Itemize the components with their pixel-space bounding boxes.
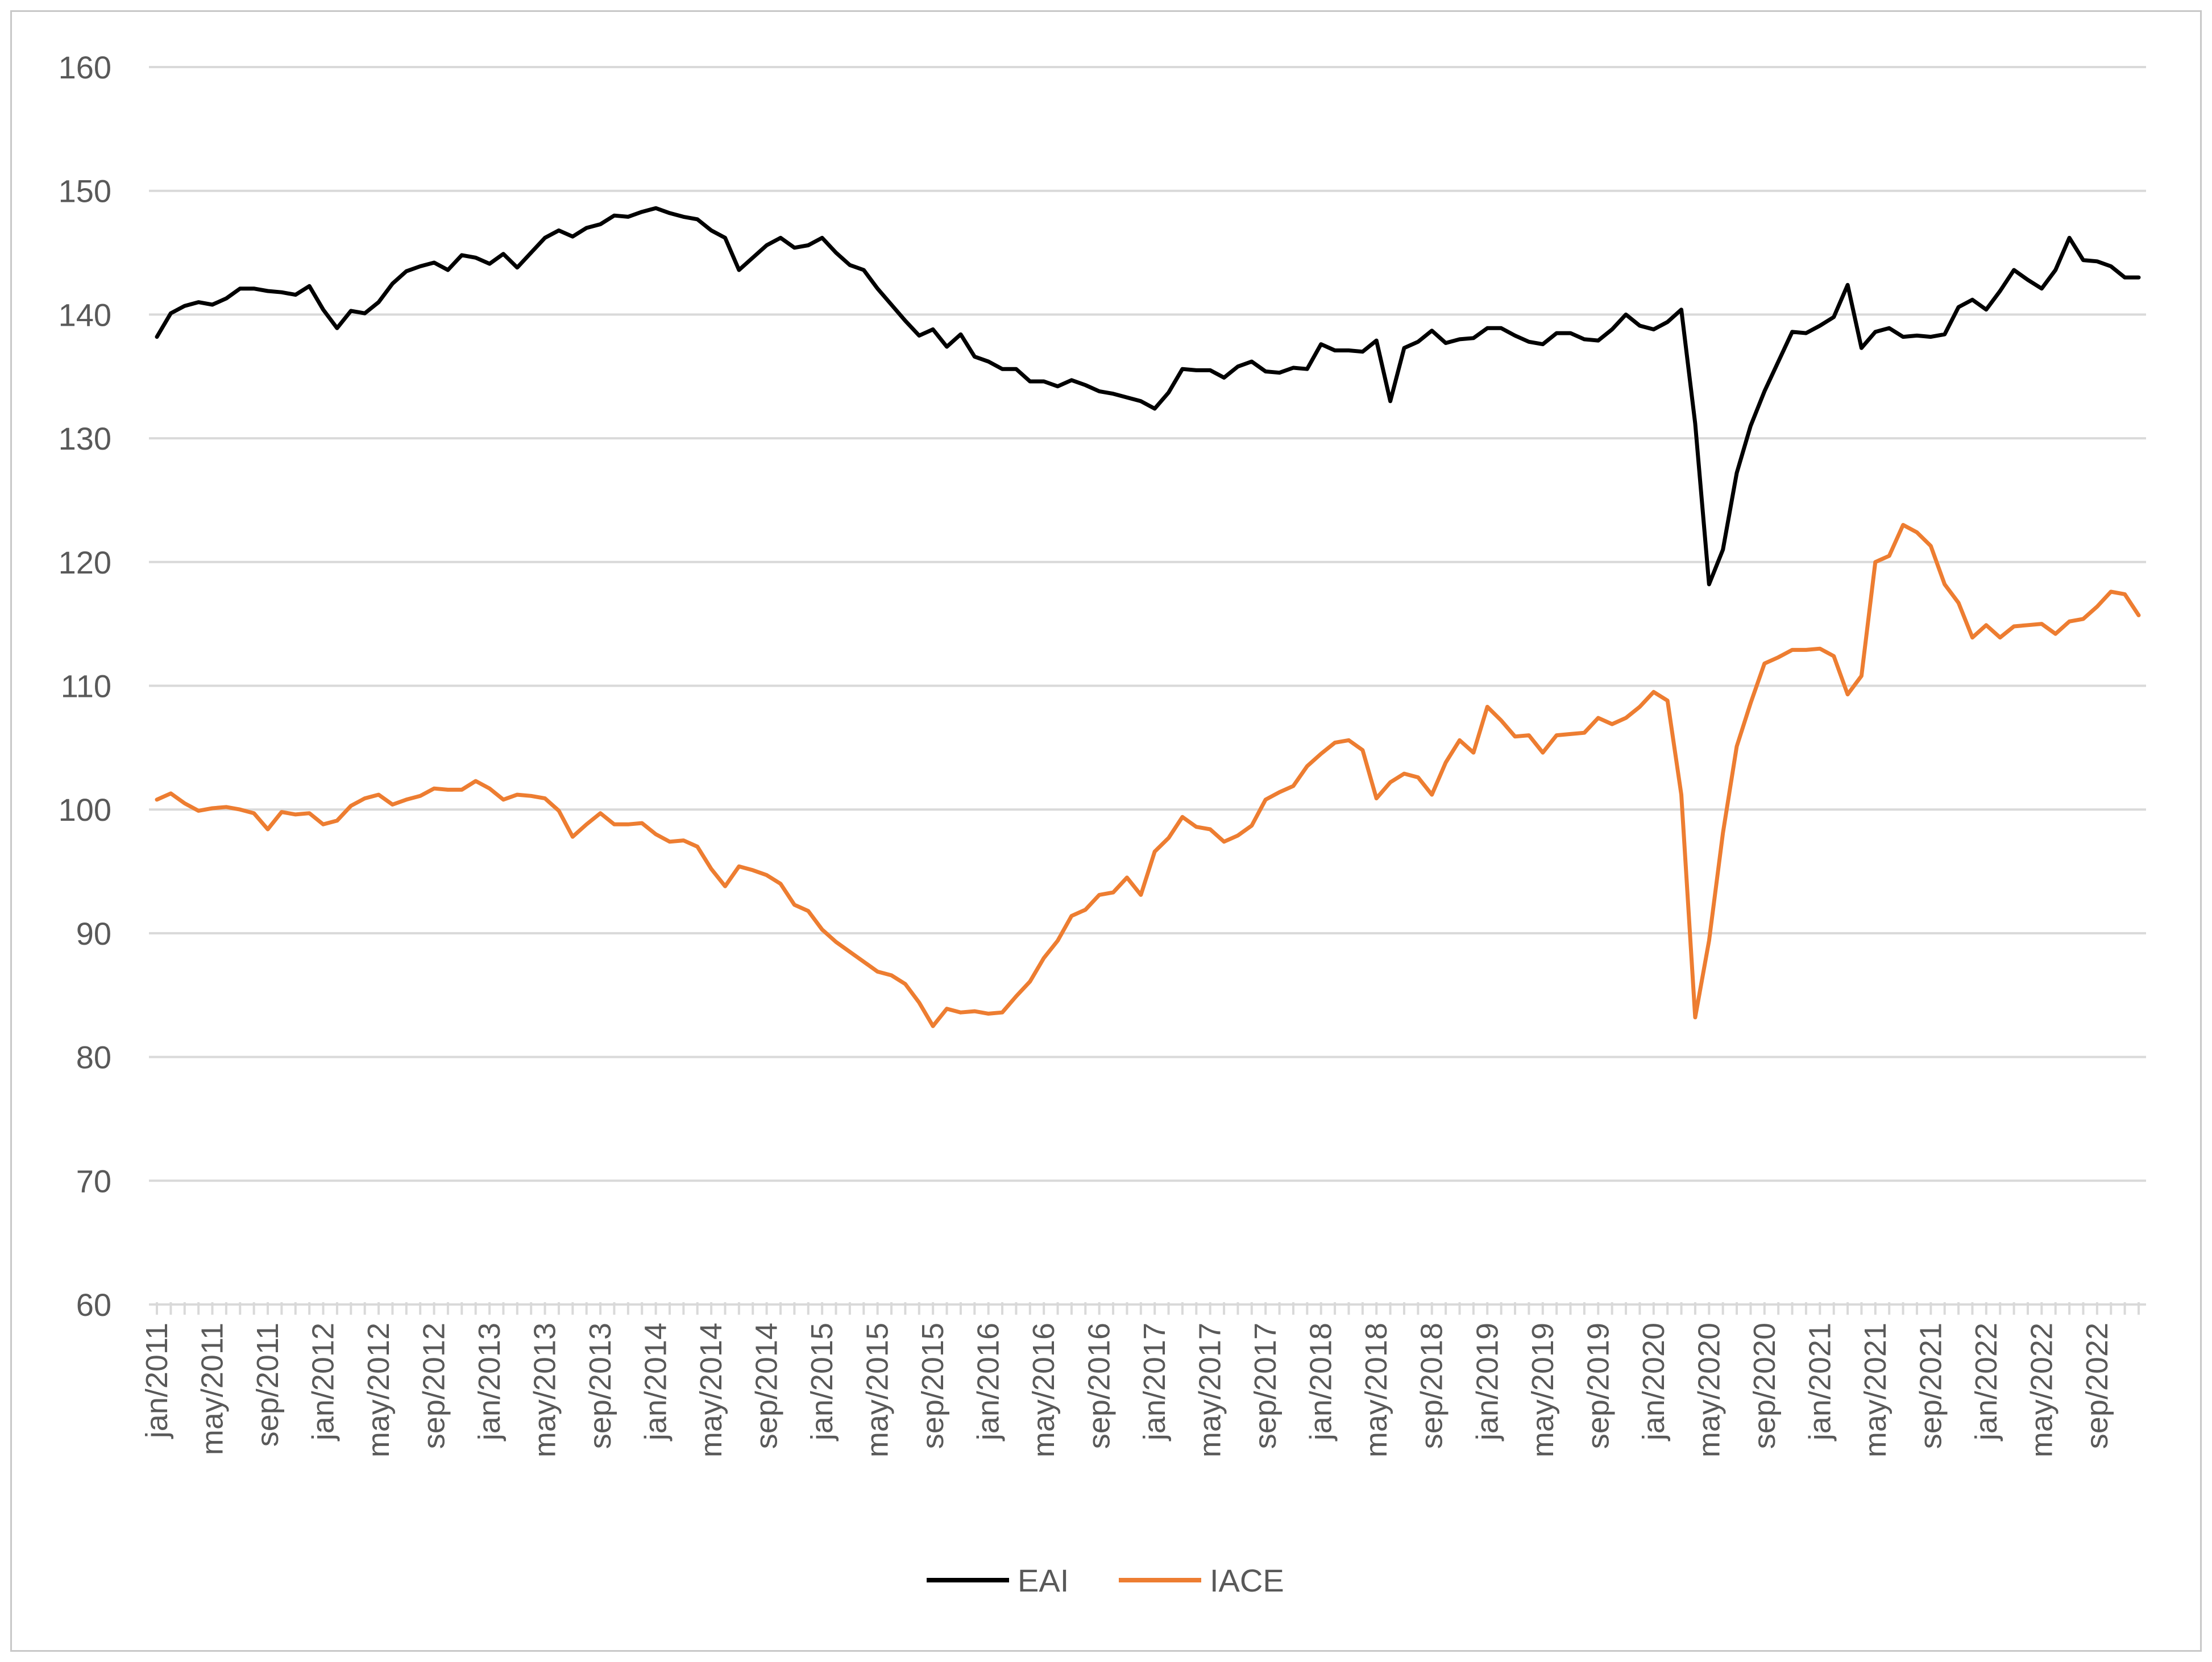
x-tick-label: jan/2017 (1138, 1323, 1172, 1441)
y-tick-label: 100 (59, 792, 111, 828)
x-axis-tick-labels: jan/2011 may/2011 sep/2011 jan/2012 may/2012… (140, 1323, 2114, 1457)
x-tick-label: may/2022 (2024, 1323, 2059, 1457)
x-tick-label: sep/2014 (750, 1323, 784, 1449)
x-tick-label: sep/2021 (1914, 1323, 1948, 1449)
x-tick-label: may/2018 (1359, 1323, 1393, 1457)
x-tick-label: jan/2019 (1470, 1323, 1504, 1441)
y-tick-label: 110 (61, 668, 111, 704)
x-tick-label: jan/2014 (639, 1323, 673, 1441)
x-tick-label: may/2013 (528, 1323, 562, 1457)
y-tick-label: 90 (76, 916, 111, 952)
chart-frame (10, 10, 2202, 1652)
series-line-eai (155, 206, 2141, 587)
y-tick-label: 70 (76, 1163, 111, 1199)
y-tick-label: 120 (59, 545, 111, 580)
y-tick-label: 130 (59, 421, 111, 456)
x-tick-label: jan/2022 (1969, 1323, 2003, 1441)
x-tick-label: sep/2016 (1082, 1323, 1117, 1449)
x-tick-label: may/2016 (1027, 1323, 1061, 1457)
y-tick-label: 150 (59, 173, 111, 209)
x-tick-label: jan/2012 (306, 1323, 341, 1441)
x-tick-label: jan/2018 (1304, 1323, 1338, 1441)
series-line-iace (155, 523, 2141, 1028)
x-tick-label: jan/2020 (1637, 1323, 1671, 1441)
x-tick-label: jan/2016 (972, 1323, 1006, 1441)
series-lines (155, 206, 2141, 1028)
legend: EAI IACE (927, 1563, 1284, 1598)
legend-label-eai: EAI (1018, 1563, 1069, 1598)
y-tick-label: 160 (59, 49, 111, 85)
x-tick-label: jan/2015 (805, 1323, 839, 1441)
x-axis (149, 1302, 2146, 1315)
x-tick-label: sep/2018 (1415, 1323, 1449, 1449)
x-tick-label: sep/2011 (251, 1323, 285, 1447)
x-tick-label: sep/2017 (1248, 1323, 1283, 1449)
x-tick-label: sep/2015 (916, 1323, 950, 1449)
x-tick-label: sep/2019 (1581, 1323, 1615, 1449)
x-tick-label: jan/2021 (1803, 1323, 1837, 1441)
x-tick-label: may/2014 (694, 1323, 728, 1457)
x-tick-label: sep/2012 (417, 1323, 451, 1449)
x-tick-label: sep/2022 (2080, 1323, 2114, 1449)
x-tick-label: may/2012 (362, 1323, 396, 1457)
y-tick-label: 60 (76, 1287, 111, 1323)
x-tick-label: sep/2013 (583, 1323, 617, 1449)
x-tick-label: may/2011 (196, 1323, 230, 1455)
gridlines (149, 66, 2146, 1182)
y-axis-ticks: 60 70 80 90 100 110 120 130 140 150 160 (59, 49, 111, 1323)
y-tick-label: 80 (76, 1040, 111, 1075)
x-tick-label: may/2021 (1858, 1323, 1893, 1457)
x-tick-label: jan/2013 (472, 1323, 507, 1441)
x-tick-label: may/2020 (1692, 1323, 1726, 1457)
x-tick-label: may/2019 (1526, 1323, 1560, 1457)
legend-label-iace: IACE (1210, 1563, 1284, 1598)
x-tick-label: may/2017 (1193, 1323, 1227, 1457)
x-tick-label: jan/2011 (140, 1323, 174, 1439)
y-tick-label: 140 (59, 297, 111, 333)
x-tick-label: may/2015 (861, 1323, 895, 1457)
x-tick-label: sep/2020 (1748, 1323, 1782, 1449)
